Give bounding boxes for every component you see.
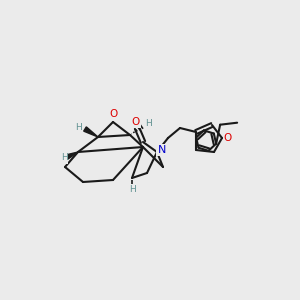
Text: O: O	[132, 117, 140, 127]
Text: N: N	[158, 145, 166, 155]
Text: H: H	[76, 122, 82, 131]
Polygon shape	[66, 152, 78, 159]
Polygon shape	[84, 127, 98, 137]
Text: O: O	[109, 109, 117, 119]
Text: H: H	[61, 154, 68, 163]
Text: H: H	[146, 119, 152, 128]
Text: O: O	[224, 133, 232, 143]
Text: H: H	[129, 185, 135, 194]
